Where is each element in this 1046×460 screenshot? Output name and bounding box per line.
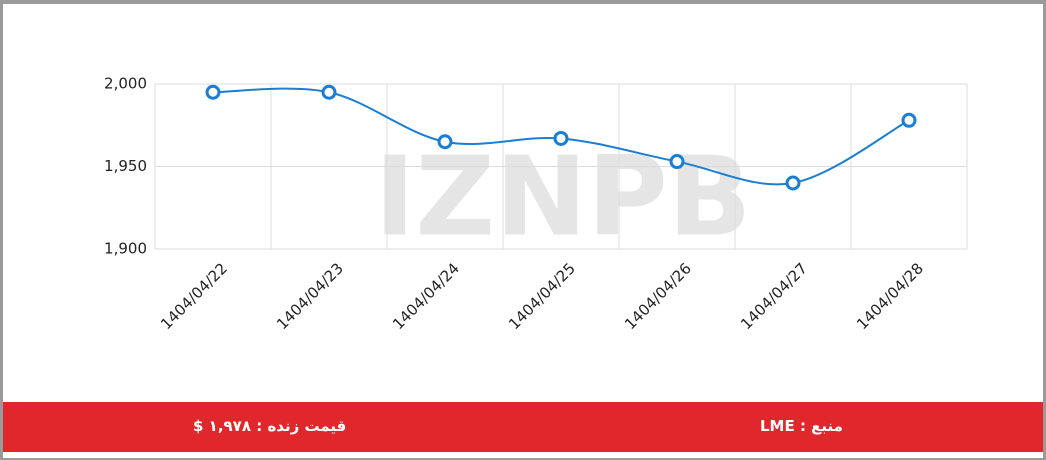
source: منبع : LME — [760, 417, 843, 435]
footer-bar: قیمت زنده : ۱,۹۷۸ $ منبع : LME — [3, 402, 1043, 452]
chart: IZNPB 1,900 1,950 2,000 1404/04/22 1404/04/2… — [104, 75, 968, 333]
x-tick-label: 1404/04/23 — [273, 259, 347, 333]
point — [669, 154, 685, 170]
x-tick-label: 1404/04/26 — [621, 259, 695, 333]
point — [901, 112, 917, 128]
point — [785, 175, 801, 191]
y-tick-label: 1,950 — [104, 157, 147, 175]
x-tick-label: 1404/04/25 — [505, 259, 579, 333]
x-tick-label: 1404/04/28 — [853, 259, 927, 333]
point — [553, 130, 569, 146]
y-tick-label: 1,900 — [104, 240, 147, 258]
x-tick-label: 1404/04/22 — [157, 259, 231, 333]
x-tick-label: 1404/04/24 — [389, 259, 463, 333]
live-price: قیمت زنده : ۱,۹۷۸ $ — [193, 417, 347, 435]
watermark: IZNPB — [374, 132, 751, 260]
point — [437, 134, 453, 150]
y-tick-label: 2,000 — [104, 75, 147, 93]
point — [321, 84, 337, 100]
point — [205, 84, 221, 100]
x-tick-label: 1404/04/27 — [737, 259, 811, 333]
